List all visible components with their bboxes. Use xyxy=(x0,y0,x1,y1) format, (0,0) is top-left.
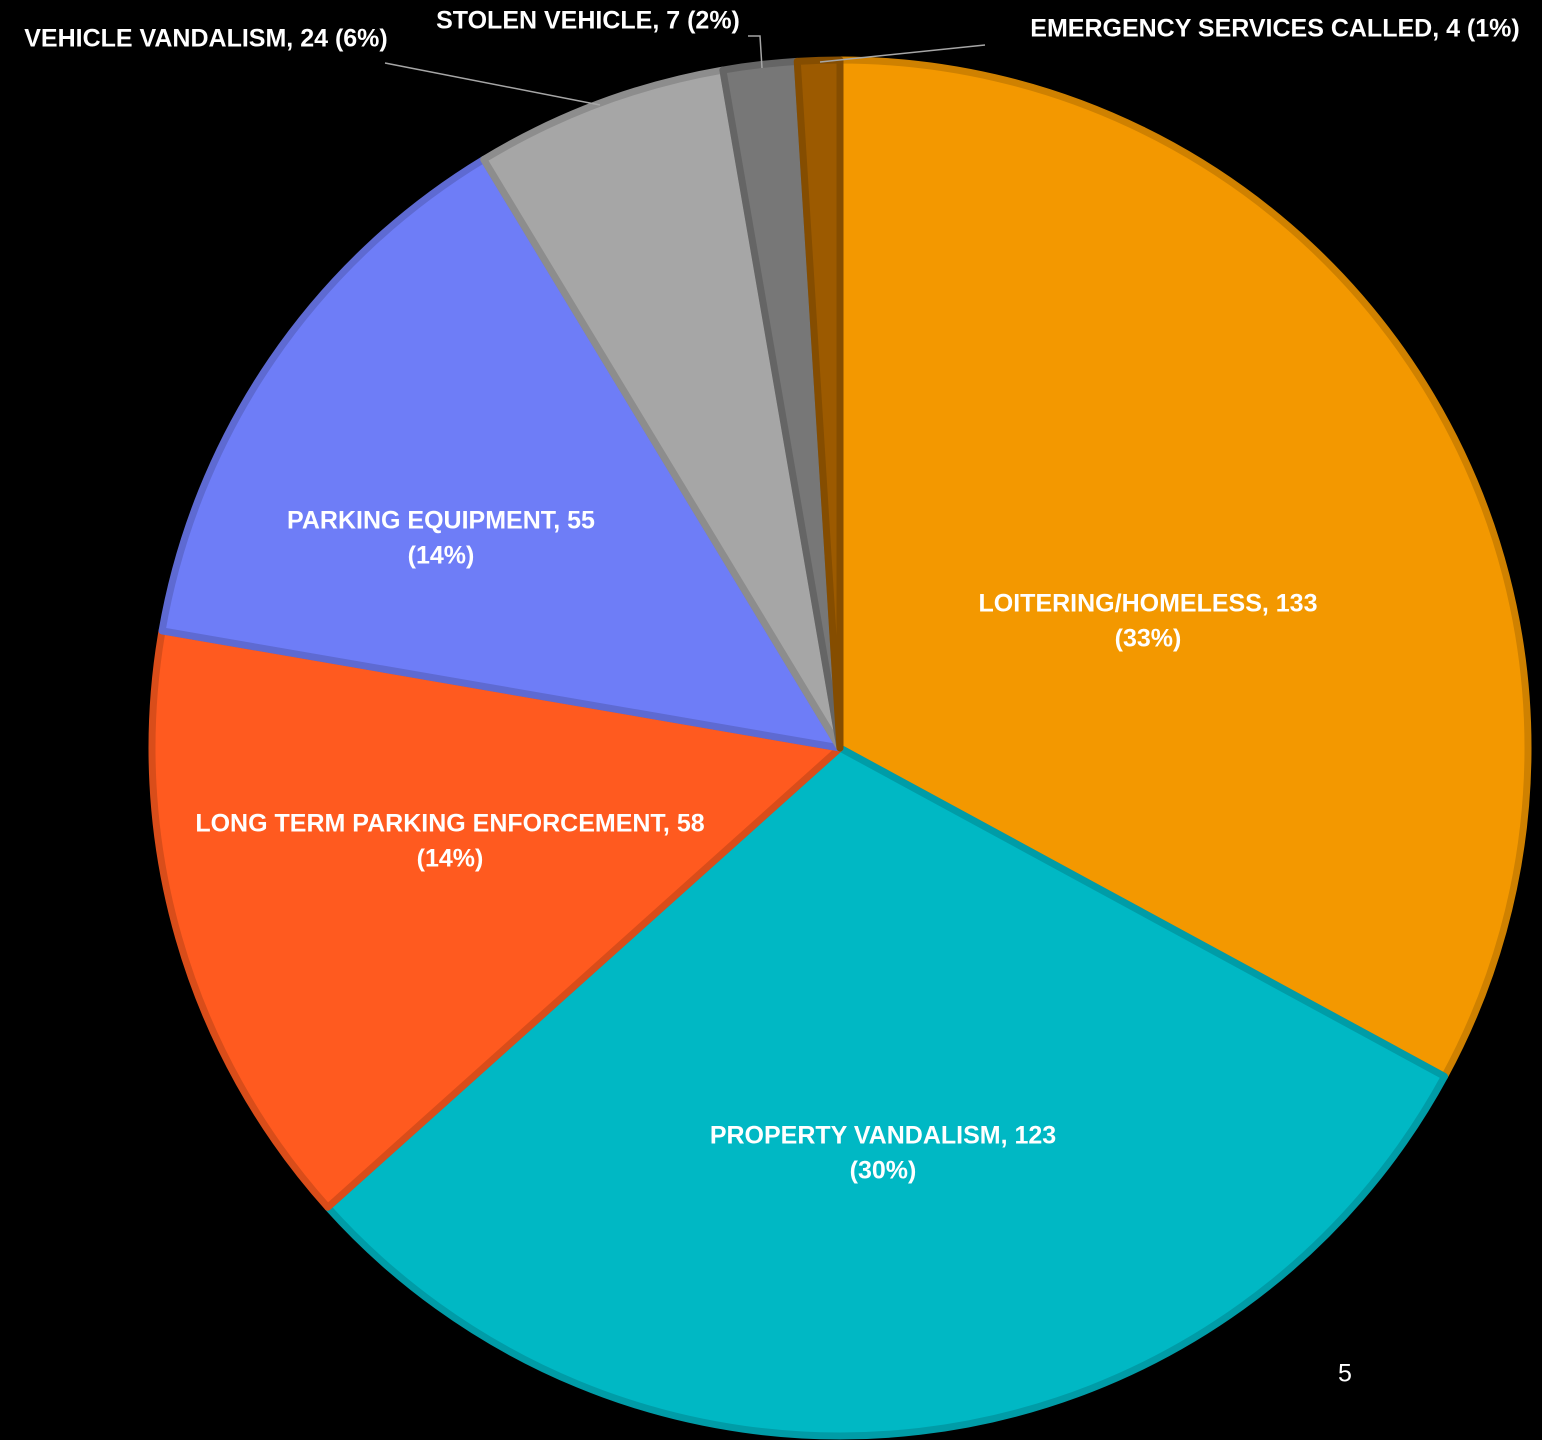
data-label: (14%) xyxy=(417,845,484,873)
data-label: (30%) xyxy=(850,1157,917,1185)
pie-slice xyxy=(148,627,844,1211)
data-label: LONG TERM PARKING ENFORCEMENT, 58 xyxy=(195,810,704,838)
page-number: 5 xyxy=(1338,1360,1352,1388)
leader-line xyxy=(819,44,986,63)
data-label: PROPERTY VANDALISM, 123 xyxy=(710,1122,1056,1150)
data-label: EMERGENCY SERVICES CALLED, 4 (1%) xyxy=(1030,15,1519,43)
pie-slice xyxy=(324,744,1449,1440)
data-label: PARKING EQUIPMENT, 55 xyxy=(287,507,595,535)
data-label: VEHICLE VANDALISM, 24 (6%) xyxy=(24,25,387,53)
pie-slice xyxy=(836,56,1532,1080)
pie-slice xyxy=(158,155,844,752)
data-label: STOLEN VEHICLE, 7 (2%) xyxy=(436,7,740,35)
data-label: (14%) xyxy=(408,542,475,570)
leader-line xyxy=(384,62,601,106)
leader-line xyxy=(748,35,763,69)
data-label: (33%) xyxy=(1115,625,1182,653)
data-label: LOITERING/HOMELESS, 133 xyxy=(979,590,1318,618)
